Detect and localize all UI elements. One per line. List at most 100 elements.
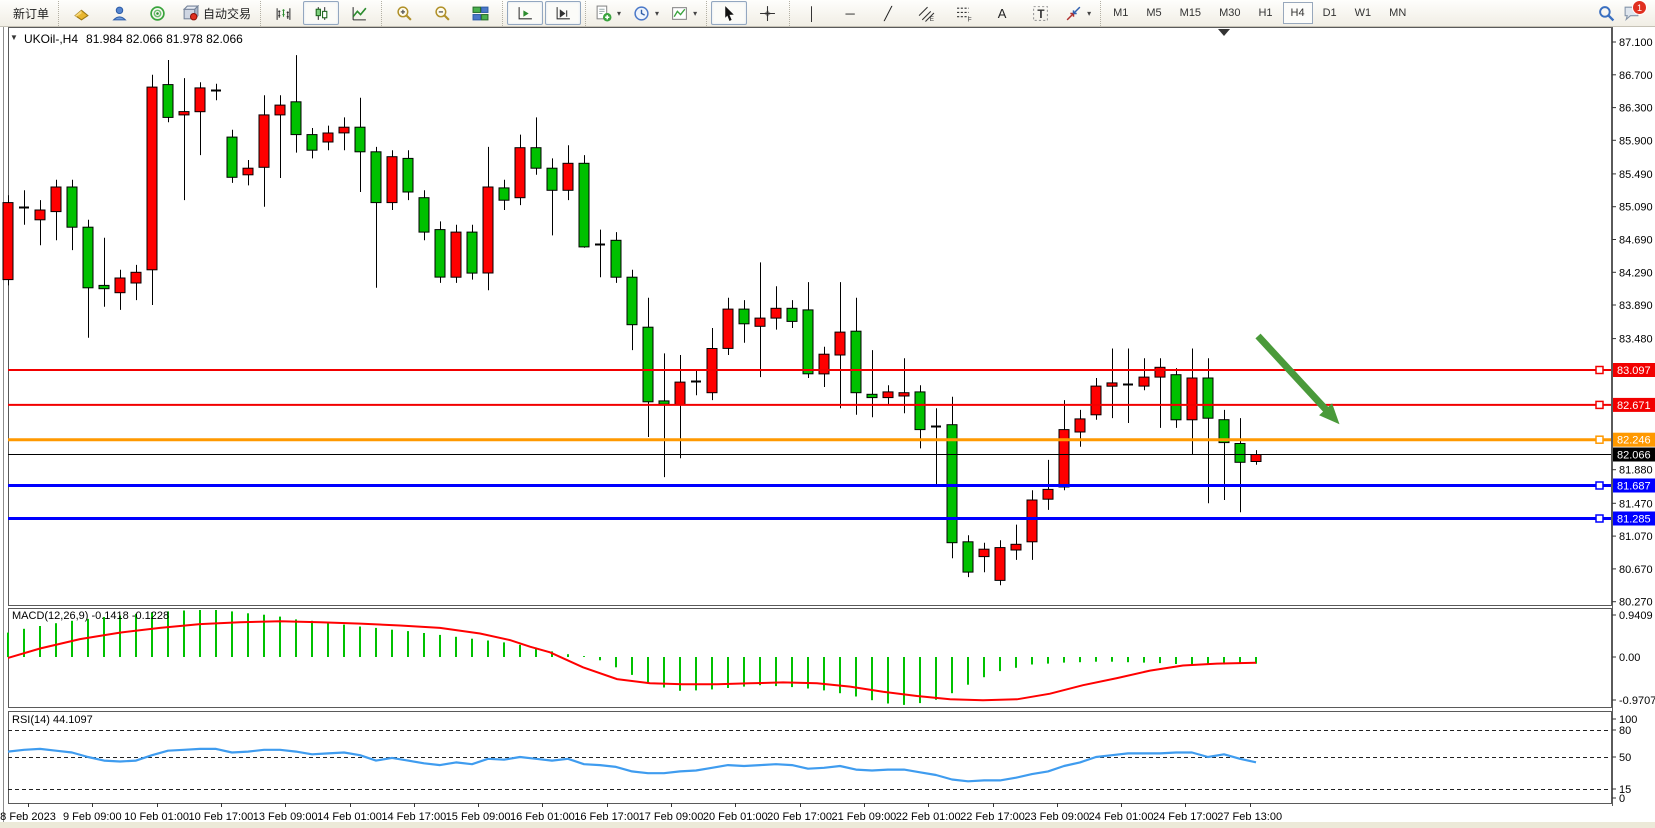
timeframe-h4[interactable]: H4 (1282, 2, 1313, 24)
community-user-icon[interactable] (101, 1, 137, 25)
signals-icon[interactable] (139, 1, 175, 25)
gold-package-icon[interactable] (63, 1, 99, 25)
timeframe-h1[interactable]: H1 (1258, 7, 1273, 19)
chart-shift-marker[interactable] (1218, 29, 1230, 36)
price-axis-label[interactable]: 85.900 (1619, 135, 1653, 147)
candle (1234, 418, 1246, 513)
horizontal-line-81.285[interactable]: 81.285 (8, 511, 1655, 526)
arrows-button[interactable] (1060, 1, 1096, 25)
price-axis-label[interactable]: 81.470 (1619, 498, 1653, 510)
candle (786, 300, 798, 328)
toolbar-group-4 (502, 0, 585, 26)
macd-axis-label[interactable]: 0.00 (1619, 652, 1640, 664)
vertical-line-icon: │ (808, 5, 817, 21)
price-axis-label[interactable]: 85.490 (1619, 169, 1653, 181)
rsi-axis-label[interactable]: 15 (1619, 784, 1631, 796)
timeframe-group: M1 M5 M15 M30 H1 H4 D1 W1 MN (1100, 0, 1418, 26)
price-axis-label[interactable]: 85.090 (1619, 202, 1653, 214)
signals-icon-icon (149, 5, 166, 22)
new-order-button-label: 新订单 (13, 6, 50, 21)
timeframe-m1[interactable]: M1 (1113, 7, 1129, 19)
svg-text:82.066: 82.066 (1617, 450, 1651, 462)
price-axis-label[interactable]: 83.480 (1619, 334, 1653, 346)
horizontal-line-83.097[interactable]: 83.097 (8, 363, 1655, 377)
candle (50, 179, 62, 241)
horizontal-line-button[interactable]: ─ (832, 1, 868, 25)
horizontal-line-82.246[interactable]: 82.246 (8, 432, 1655, 447)
candlestick-chart-button[interactable] (303, 1, 340, 25)
price-axis-label[interactable]: 80.270 (1619, 597, 1653, 609)
date-axis-label: 20 Feb 01:00 (703, 811, 768, 823)
macd-axis-label[interactable]: -0.9707 (1619, 695, 1655, 707)
candle (466, 224, 478, 280)
timeframe-d1[interactable]: D1 (1322, 7, 1337, 19)
trend-arrow[interactable] (1255, 333, 1340, 425)
zoom-in-button[interactable] (386, 1, 422, 25)
date-axis[interactable]: 8 Feb 2023 9 Feb 09:00 10 Feb 01:00 10 Feb … (0, 803, 1282, 823)
toolbar-group-5 (585, 0, 706, 26)
timeframe-mn[interactable]: MN (1389, 7, 1407, 19)
candlestick-chart-icon (313, 5, 330, 22)
rsi-panel (7, 730, 1611, 790)
price-axis-label[interactable]: 83.890 (1619, 300, 1653, 312)
date-axis-label: 16 Feb 17:00 (574, 811, 639, 823)
price-axis-label[interactable]: 81.070 (1619, 531, 1653, 543)
horizontal-line-82.671[interactable]: 82.671 (8, 397, 1655, 412)
bar-chart-button[interactable] (265, 1, 301, 25)
channel-button[interactable] (908, 1, 944, 25)
rsi-axis-label[interactable]: 0 (1619, 793, 1625, 805)
zoom-out-button[interactable] (424, 1, 460, 25)
search-icon[interactable] (1598, 5, 1615, 22)
chart-shift-button[interactable] (545, 1, 582, 25)
price-axis-label[interactable]: 86.700 (1619, 70, 1653, 82)
candle (2, 195, 14, 286)
vertical-line-button[interactable]: │ (794, 1, 830, 25)
horizontal-line-82.066[interactable]: 82.066 (8, 447, 1655, 462)
chart-collapse-toggle[interactable]: ▼ (10, 33, 18, 42)
indicators-button[interactable] (590, 1, 626, 25)
date-axis-label: 10 Feb 01:00 (124, 811, 189, 823)
candle (290, 55, 302, 153)
auto-trading-button[interactable]: 自动交易 (177, 1, 256, 25)
arrows-icon (1065, 5, 1082, 22)
templates-button[interactable] (666, 1, 702, 25)
text-button[interactable]: A (984, 1, 1020, 25)
timeframe-m5[interactable]: M5 (1146, 7, 1162, 19)
price-badge (1613, 363, 1655, 377)
macd-axis-label[interactable]: 0.9409 (1619, 610, 1653, 622)
rsi-axis-label[interactable]: 80 (1619, 725, 1631, 737)
auto-scroll-button[interactable] (507, 1, 544, 25)
trendline-button[interactable]: ╱ (870, 1, 906, 25)
rsi-axis-label[interactable]: 100 (1619, 714, 1637, 726)
date-axis-label: 8 Feb 2023 (0, 811, 56, 823)
rsi-axis-label[interactable]: 50 (1619, 752, 1631, 764)
candle (242, 160, 254, 186)
price-axis-label[interactable]: 80.670 (1619, 564, 1653, 576)
candle (162, 60, 174, 123)
timeframe-m30[interactable]: M30 (1219, 7, 1241, 19)
new-order-button[interactable]: 新订单 (8, 1, 54, 25)
chat-icon[interactable]: 1 (1623, 0, 1647, 22)
price-axis-label[interactable]: 84.290 (1619, 267, 1653, 279)
candle (1090, 378, 1102, 420)
timeframe-m15[interactable]: M15 (1179, 7, 1202, 19)
cursor-button[interactable] (711, 1, 748, 25)
svg-text:83.097: 83.097 (1617, 365, 1651, 377)
price-axis-label[interactable]: 84.690 (1619, 235, 1653, 247)
price-axis-label[interactable]: 86.300 (1619, 103, 1653, 115)
line-chart-button[interactable] (341, 1, 377, 25)
horizontal-line-81.687[interactable]: 81.687 (8, 478, 1655, 493)
price-axis-label[interactable]: 81.880 (1619, 465, 1653, 477)
date-axis-label: 14 Feb 01:00 (317, 811, 382, 823)
tile-windows-button[interactable] (462, 1, 498, 25)
candle (1106, 348, 1118, 419)
crosshair-button[interactable] (749, 1, 785, 25)
horizontal-line-icon: ─ (845, 5, 855, 21)
timeframe-w1[interactable]: W1 (1354, 7, 1372, 19)
fibonacci-button[interactable] (946, 1, 982, 25)
periods-button[interactable] (628, 1, 664, 25)
price-axis-label[interactable]: 87.100 (1619, 37, 1653, 49)
candle (1138, 358, 1150, 391)
candle (802, 282, 814, 378)
label-button[interactable] (1022, 1, 1058, 25)
